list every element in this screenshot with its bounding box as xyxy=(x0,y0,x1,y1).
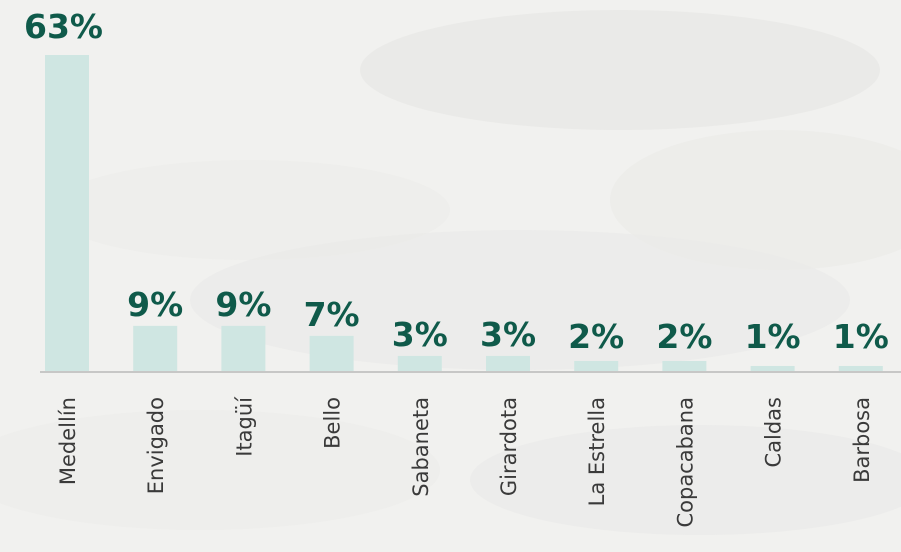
value-label-girardota: 3% xyxy=(480,315,536,354)
bar-medellin xyxy=(45,55,89,371)
bar-envigado xyxy=(133,325,178,371)
category-label-envigado: Envigado xyxy=(144,397,168,494)
bars-group xyxy=(45,55,883,371)
category-label-itagui: Itagüí xyxy=(232,396,256,457)
value-label-copacabana: 2% xyxy=(656,317,712,356)
category-label-copacabana: Copacabana xyxy=(673,397,697,528)
background-texture xyxy=(0,10,901,535)
value-labels-group: 63% 9% 9% 7% 3% 3% 2% 2% 1% 1% xyxy=(24,7,889,356)
value-label-sabaneta: 3% xyxy=(392,315,448,354)
bar-girardota xyxy=(486,355,530,371)
bar-caldas xyxy=(750,365,795,371)
category-label-la-estrella: La Estrella xyxy=(585,397,609,506)
category-label-caldas: Caldas xyxy=(762,397,786,468)
category-label-sabaneta: Sabaneta xyxy=(409,397,433,497)
bar-itagui xyxy=(221,325,266,371)
value-label-la-estrella: 2% xyxy=(568,317,624,356)
bar-la-estrella xyxy=(574,360,619,371)
category-label-bello: Bello xyxy=(321,397,345,449)
category-label-barbosa: Barbosa xyxy=(850,397,874,483)
value-label-itagui: 9% xyxy=(215,285,271,324)
category-label-medellin: Medellín xyxy=(56,397,80,485)
value-label-envigado: 9% xyxy=(127,285,183,324)
category-label-girardota: Girardota xyxy=(497,397,521,496)
bar-copacabana xyxy=(662,360,707,371)
bar-bello xyxy=(309,335,354,371)
category-labels-group: Medellín Envigado Itagüí Bello Sabaneta Girar… xyxy=(56,396,874,528)
bar-sabaneta xyxy=(397,355,442,371)
value-label-bello: 7% xyxy=(304,295,360,334)
value-label-caldas: 1% xyxy=(745,317,801,356)
value-label-barbosa: 1% xyxy=(833,317,889,356)
bar-barbosa xyxy=(838,365,883,371)
value-label-medellin: 63% xyxy=(24,7,103,46)
